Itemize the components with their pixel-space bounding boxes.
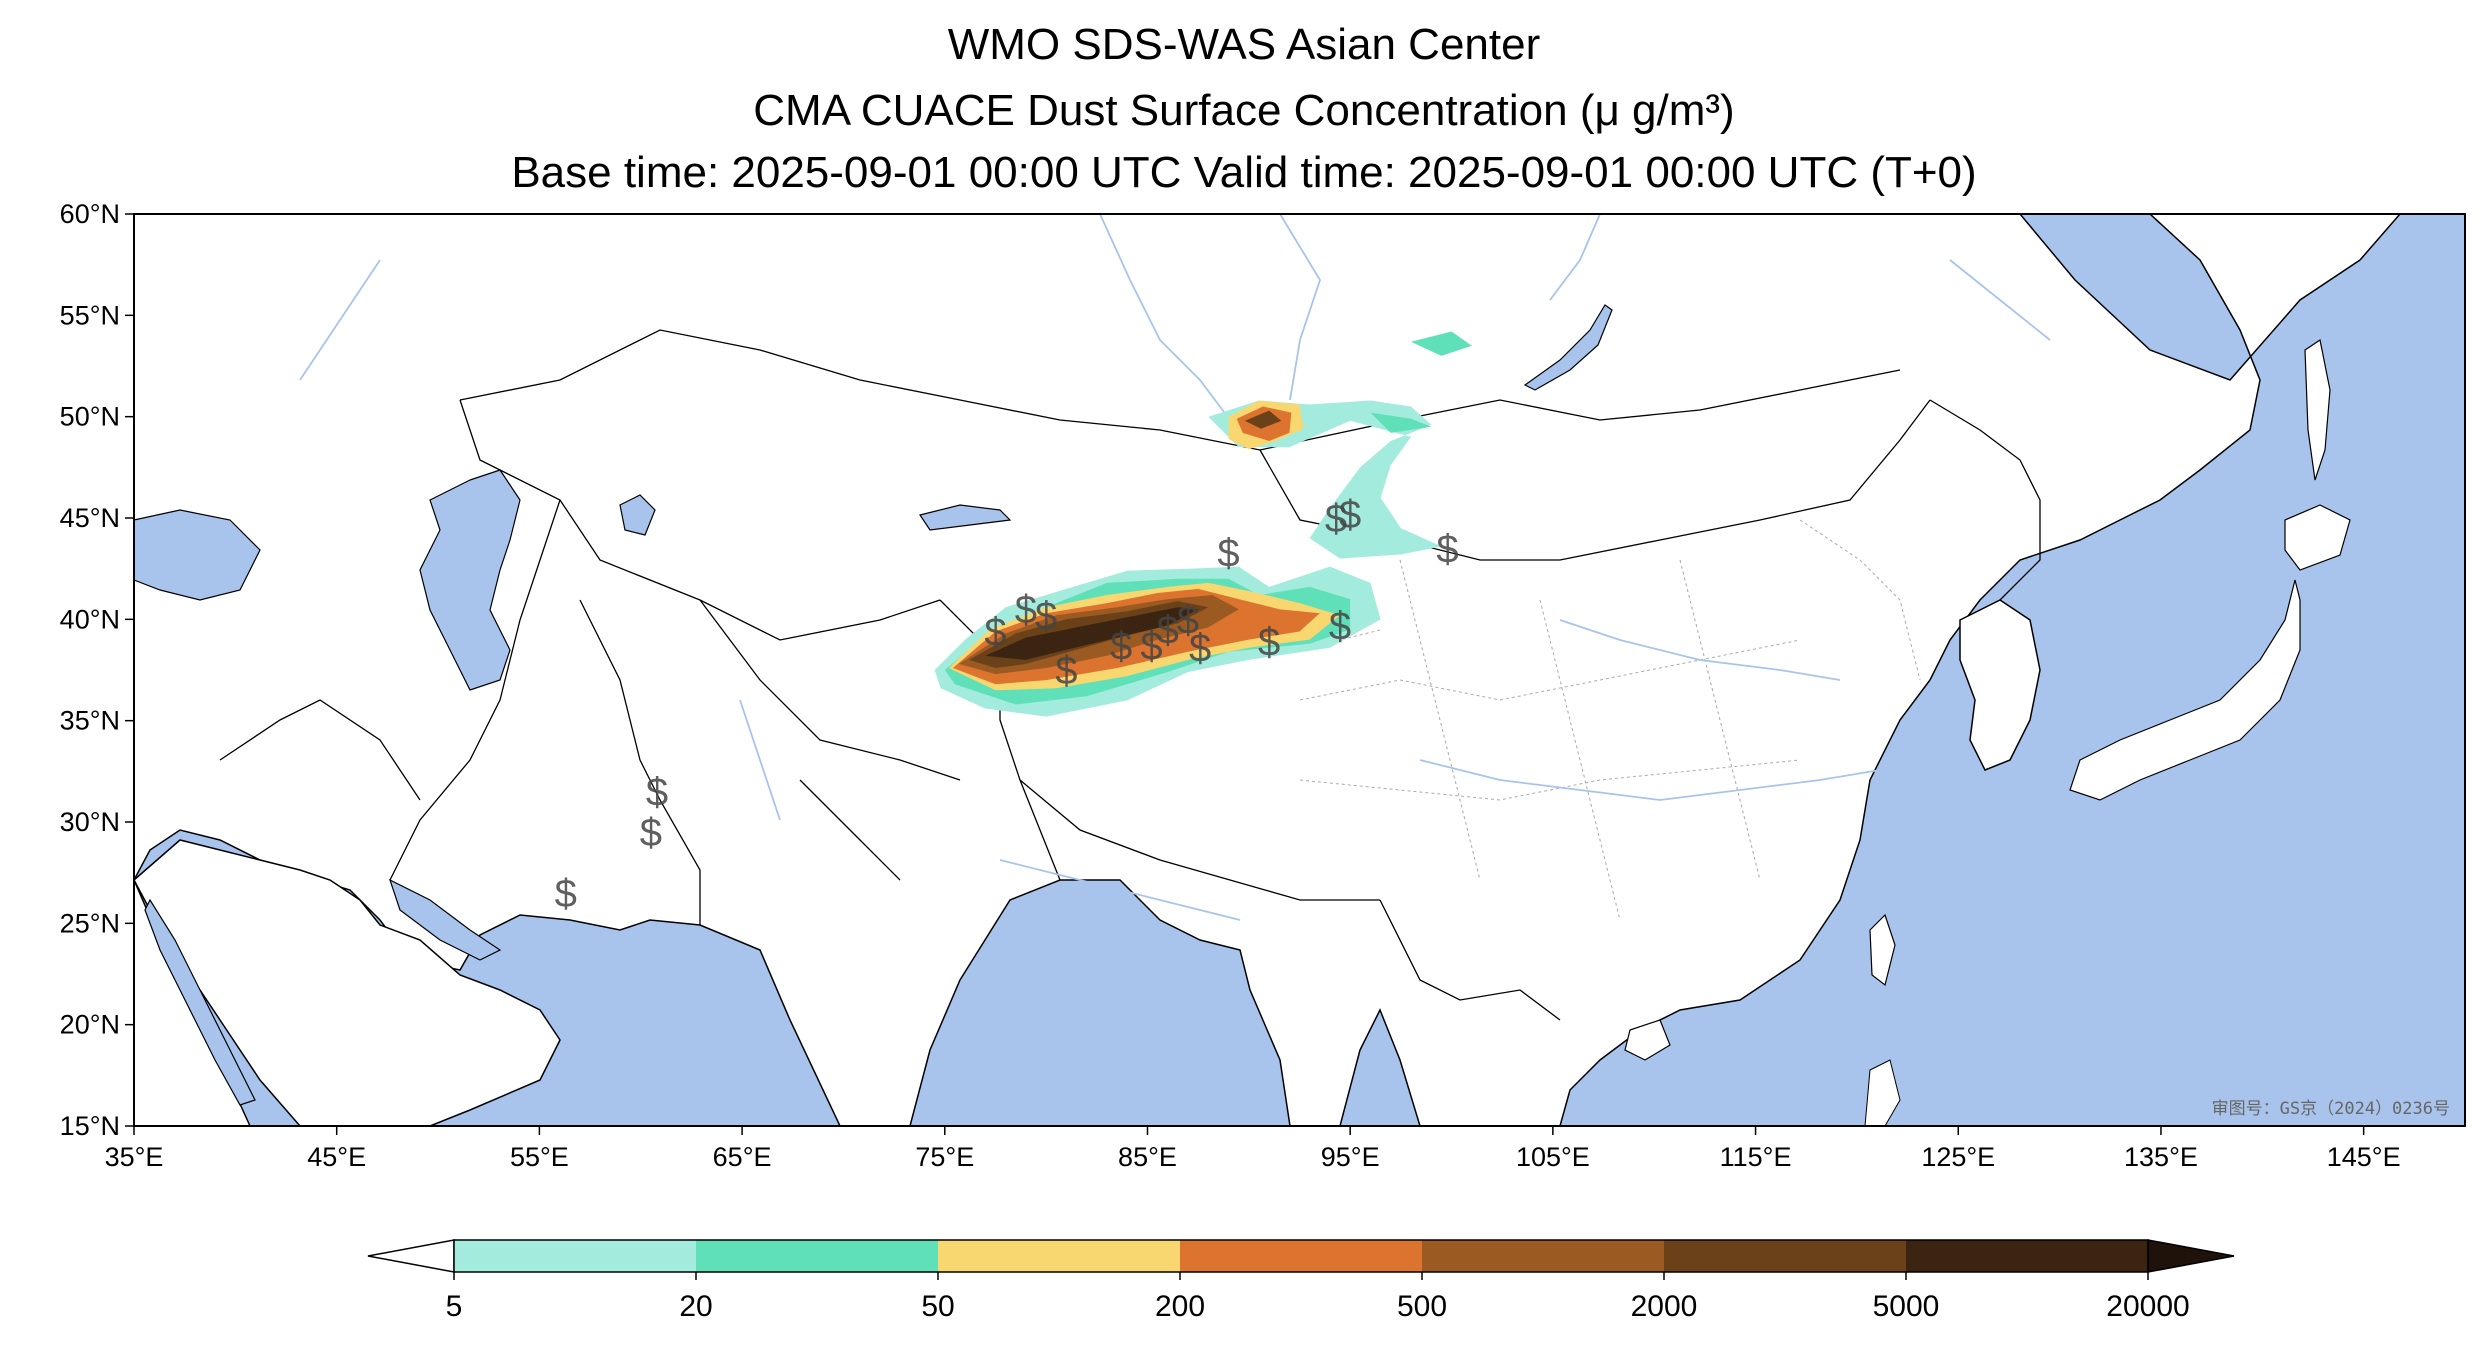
land-philippines — [1864, 1059, 1901, 1127]
colorbar-segment — [1180, 1240, 1422, 1272]
x-tick-label: 65°E — [713, 1142, 772, 1172]
dust-contour-region — [1411, 331, 1472, 356]
colorbar-label: 50 — [921, 1290, 954, 1323]
x-tick-label: 135°E — [2124, 1142, 2198, 1172]
station-marker: $ — [1217, 531, 1239, 575]
x-tick-label: 125°E — [1921, 1142, 1995, 1172]
colorbar-label: 20 — [679, 1290, 712, 1323]
red-sea — [144, 898, 256, 1106]
colorbar-label: 2000 — [1631, 1290, 1698, 1323]
x-tick-label: 75°E — [915, 1142, 974, 1172]
colorbar-segment — [696, 1240, 938, 1272]
colorbar-segment — [938, 1240, 1180, 1272]
map-plot-area — [133, 213, 2465, 1127]
land-arabia — [133, 839, 561, 1127]
dust-contours — [934, 331, 1472, 717]
y-tick-label: 50°N — [60, 402, 120, 432]
x-tick-label: 105°E — [1516, 1142, 1590, 1172]
title-line-1: WMO SDS-WAS Asian Center — [947, 20, 1541, 69]
lake-baikal — [1523, 304, 1613, 391]
land-hokkaido — [2284, 504, 2351, 571]
station-marker: $ — [1329, 604, 1351, 648]
x-tick-label: 35°E — [105, 1142, 164, 1172]
x-tick-label: 45°E — [307, 1142, 366, 1172]
station-marker: $ — [1055, 649, 1077, 693]
lake-balkhash — [919, 504, 1012, 531]
station-marker: $ — [646, 771, 668, 815]
land-taiwan — [1869, 913, 1896, 987]
y-tick-label: 60°N — [60, 199, 120, 229]
colorbar-label: 200 — [1155, 1290, 1205, 1323]
station-marker: $ — [1177, 598, 1199, 642]
colorbar: 5 20 50 200 500 2000 5000 20000 — [367, 1239, 2235, 1323]
land-sakhalin — [2304, 339, 2331, 481]
station-marker: $ — [1157, 608, 1179, 652]
x-tick-label: 95°E — [1321, 1142, 1380, 1172]
x-tick-label: 85°E — [1118, 1142, 1177, 1172]
land-japan — [2069, 579, 2301, 801]
dust-contour-region — [1370, 412, 1432, 433]
colorbar-frame — [453, 1239, 2149, 1273]
dust-contour-region — [1244, 410, 1282, 429]
title-line-2: CMA CUACE Dust Surface Concentration (μ … — [753, 86, 1735, 135]
x-tick-label: 145°E — [2327, 1142, 2401, 1172]
colorbar-label: 5000 — [1873, 1290, 1940, 1323]
station-marker: $ — [1258, 621, 1280, 665]
colorbar-under-arrow — [367, 1239, 455, 1273]
station-marker: $ — [555, 872, 577, 916]
colorbar-label: 5 — [446, 1290, 463, 1323]
colorbar-segment — [1422, 1240, 1664, 1272]
y-tick-label: 15°N — [60, 1111, 120, 1141]
colorbar-over-arrow — [2147, 1239, 2235, 1273]
y-axis: 60°N 55°N 50°N 45°N 40°N 35°N 30°N 25°N 20°N 15°N — [60, 199, 134, 1141]
colorbar-label: 500 — [1397, 1290, 1447, 1323]
title-line-3: Base time: 2025-09-01 00:00 UTC Valid ti… — [511, 148, 1977, 197]
land-hainan — [1624, 1019, 1671, 1061]
land-korea — [1959, 599, 2041, 771]
station-marker: $ — [1339, 493, 1361, 537]
black-sea — [133, 509, 261, 601]
approval-number: 审图号：GS京（2024）0236号 — [2212, 1099, 2450, 1119]
x-tick-label: 115°E — [1720, 1142, 1792, 1172]
station-marker: $ — [1325, 497, 1347, 541]
y-tick-label: 55°N — [60, 300, 120, 330]
x-tick-label: 55°E — [510, 1142, 569, 1172]
y-tick-label: 20°N — [60, 1010, 120, 1040]
station-marker: $ — [1189, 627, 1211, 671]
station-marker: $ — [1436, 527, 1458, 571]
colorbar-segment — [1664, 1240, 1906, 1272]
colorbar-label: 20000 — [2106, 1290, 2189, 1323]
province-borders — [1199, 519, 1921, 921]
station-markers: $$$$$$$$ $ $$$$ $$$$$ — [555, 493, 1459, 916]
dust-contour-region — [985, 607, 1199, 660]
national-borders — [219, 329, 2041, 1021]
station-marker: $ — [984, 610, 1006, 654]
station-marker: $ — [1110, 625, 1132, 669]
colorbar-segment — [1906, 1240, 2148, 1272]
colorbar-segment — [454, 1240, 696, 1272]
station-marker: $ — [1140, 625, 1162, 669]
station-marker: $ — [1015, 588, 1037, 632]
x-axis: 35°E 45°E 55°E 65°E 75°E 85°E 95°E 105°E 115°E 12… — [105, 1126, 2401, 1172]
station-marker: $ — [1035, 594, 1057, 638]
aral-sea — [619, 494, 656, 536]
y-tick-label: 45°N — [60, 503, 120, 533]
y-tick-label: 35°N — [60, 706, 120, 736]
map-frame — [133, 213, 2466, 1127]
rivers — [299, 213, 2051, 921]
persian-gulf — [388, 878, 502, 961]
y-tick-label: 40°N — [60, 604, 120, 634]
caspian-sea — [419, 469, 521, 691]
y-tick-label: 30°N — [60, 807, 120, 837]
y-tick-label: 25°N — [60, 908, 120, 938]
station-marker: $ — [640, 811, 662, 855]
